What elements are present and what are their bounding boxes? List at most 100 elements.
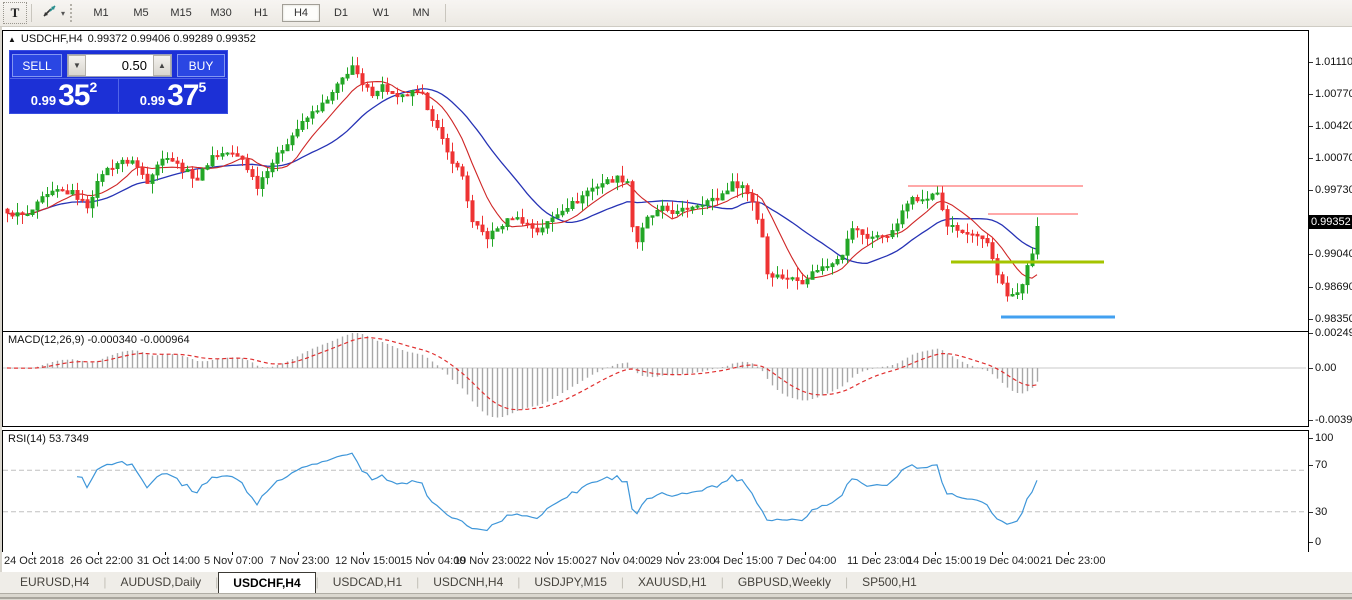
axis-tick bbox=[1309, 157, 1313, 159]
tab-eurusd[interactable]: EURUSD,H4 bbox=[20, 575, 90, 589]
tab-separator: | bbox=[416, 575, 420, 589]
date-tick bbox=[678, 552, 679, 555]
date-tick bbox=[482, 552, 483, 555]
tab-usdjpy[interactable]: USDJPY,M15 bbox=[534, 575, 607, 589]
date-tick bbox=[1068, 552, 1069, 555]
rsi-label: RSI(14) 53.7349 bbox=[8, 433, 89, 445]
date-tick bbox=[363, 552, 364, 555]
timeframe-button-mn[interactable]: MN bbox=[412, 7, 430, 19]
volume-input[interactable]: 0.50 bbox=[86, 55, 153, 76]
date-tick bbox=[1002, 552, 1003, 555]
axis-tick bbox=[1309, 541, 1313, 543]
timeframe-button-m30[interactable]: M30 bbox=[210, 7, 232, 19]
axis-tick bbox=[1309, 464, 1313, 466]
date-label: 19 Nov 23:00 bbox=[454, 555, 520, 567]
window-bottom-edge bbox=[0, 597, 1352, 599]
axis-label: 1.00420 bbox=[1309, 120, 1352, 132]
tab-usdchf[interactable]: USDCHF,H4 bbox=[218, 572, 316, 593]
timeframe-button-m1[interactable]: M1 bbox=[93, 7, 109, 19]
axis-label-text: 0.002492 bbox=[1315, 327, 1352, 339]
timeframe-buttons: M1 M5 M15 M30 H1 H4 D1 W1 MN bbox=[81, 4, 441, 22]
axis-label: 70 bbox=[1309, 459, 1327, 471]
axis-label-text: 0.98690 bbox=[1315, 281, 1352, 293]
tab-gbpusd[interactable]: GBPUSD,Weekly bbox=[737, 575, 831, 589]
timeframe-button-w1[interactable]: W1 bbox=[372, 7, 390, 19]
tab-usdcnh[interactable]: USDCNH,H4 bbox=[433, 575, 504, 589]
axis-label-text: 1.01110 bbox=[1315, 56, 1352, 68]
axis-label-text: 0 bbox=[1315, 536, 1322, 548]
date-tick bbox=[935, 552, 936, 555]
tab-audusd[interactable]: AUDUSD,Daily bbox=[120, 575, 202, 589]
rsi-chart[interactable] bbox=[3, 431, 1306, 551]
date-tick bbox=[428, 552, 429, 555]
cursor-tool-button[interactable]: ▾ bbox=[39, 3, 68, 23]
axis-label-text: 1.00770 bbox=[1315, 88, 1352, 100]
axis-label-text: 70 bbox=[1315, 459, 1328, 471]
axis-label: 0.99730 bbox=[1309, 184, 1352, 196]
timeframe-button-m5[interactable]: M5 bbox=[133, 7, 149, 19]
date-axis[interactable]: 24 Oct 2018 26 Oct 22:00 31 Oct 14:00 5 Nov… bbox=[2, 552, 1309, 572]
buy-button[interactable]: BUY bbox=[177, 54, 225, 77]
tab-separator: | bbox=[103, 575, 107, 589]
window-left-edge bbox=[0, 27, 2, 572]
axis-label: 0.002492 bbox=[1309, 327, 1352, 339]
date-label: 12 Nov 15:00 bbox=[335, 555, 401, 567]
axis-label: 0 bbox=[1309, 536, 1321, 548]
axis-label: 1.00070 bbox=[1309, 152, 1352, 164]
date-label: 4 Dec 15:00 bbox=[714, 555, 774, 567]
axis-label: 1.01110 bbox=[1309, 56, 1352, 68]
date-label: 5 Nov 07:00 bbox=[204, 555, 264, 567]
price-axis[interactable]: 1.01110 1.00770 1.00420 1.00070 0.99730 0.990… bbox=[1309, 27, 1352, 552]
volume-decrease-button[interactable]: ▼ bbox=[68, 55, 86, 76]
candlestick-chart[interactable] bbox=[3, 31, 1306, 329]
date-label: 22 Nov 15:00 bbox=[519, 555, 585, 567]
tab-separator: | bbox=[620, 575, 624, 589]
axis-tick bbox=[1309, 367, 1313, 369]
tab-xauusd[interactable]: XAUUSD,H1 bbox=[638, 575, 707, 589]
date-tick bbox=[742, 552, 743, 555]
macd-chart[interactable] bbox=[3, 332, 1306, 424]
toolbar-separator bbox=[445, 4, 447, 22]
tab-separator: | bbox=[315, 575, 319, 589]
axis-label-text: 30 bbox=[1315, 506, 1328, 518]
date-tick bbox=[613, 552, 614, 555]
date-tick bbox=[232, 552, 233, 555]
timeframe-button-h4[interactable]: H4 bbox=[282, 4, 321, 22]
tab-sp500[interactable]: SP500,H1 bbox=[862, 575, 917, 589]
axis-label-text: -0.003913 bbox=[1315, 414, 1352, 426]
toolbar: T ▾ M1 M5 M15 M30 H1 H4 D1 W1 MN bbox=[0, 0, 1352, 27]
date-label: 26 Oct 22:00 bbox=[70, 555, 133, 567]
one-click-trade-panel: SELL ▼ 0.50 ▲ BUY 0.99 35 2 0.99 37 5 bbox=[9, 50, 228, 114]
timeframe-button-d1[interactable]: D1 bbox=[333, 7, 349, 19]
buy-price-pip: 5 bbox=[198, 79, 207, 95]
axis-label: 0.98350 bbox=[1309, 313, 1352, 325]
rsi-panel: RSI(14) 53.7349 bbox=[2, 430, 1309, 554]
text-tool-button[interactable]: T bbox=[3, 2, 27, 24]
tab-bar-strip bbox=[0, 593, 1352, 600]
sell-price[interactable]: 0.99 35 2 bbox=[10, 79, 119, 112]
crosshair-arrows-icon bbox=[42, 4, 58, 23]
axis-label: 30 bbox=[1309, 506, 1327, 518]
axis-tick bbox=[1309, 189, 1313, 191]
buy-price[interactable]: 0.99 37 5 bbox=[119, 79, 227, 112]
axis-label-text: 0.00 bbox=[1315, 362, 1337, 374]
timeframe-button-h1[interactable]: H1 bbox=[253, 7, 269, 19]
axis-tick bbox=[1309, 511, 1313, 513]
main-chart-panel: ▲ USDCHF,H4 0.99372 0.99406 0.99289 0.99… bbox=[2, 30, 1309, 332]
axis-tick bbox=[1309, 125, 1313, 127]
axis-tick bbox=[1309, 332, 1313, 334]
collapse-triangle-icon[interactable]: ▲ bbox=[8, 34, 16, 44]
axis-tick bbox=[1309, 437, 1313, 439]
macd-panel: MACD(12,26,9) -0.000340 -0.000964 bbox=[2, 331, 1309, 427]
tab-usdcad[interactable]: USDCAD,H1 bbox=[332, 575, 403, 589]
date-tick bbox=[875, 552, 876, 555]
date-tick bbox=[298, 552, 299, 555]
tab-separator: | bbox=[720, 575, 724, 589]
sell-button[interactable]: SELL bbox=[12, 54, 62, 77]
symbol-period-label: USDCHF,H4 bbox=[20, 33, 83, 45]
axis-label-text: 100 bbox=[1315, 432, 1334, 444]
timeframe-button-m15[interactable]: M15 bbox=[170, 7, 192, 19]
volume-increase-button[interactable]: ▲ bbox=[153, 55, 171, 76]
axis-label-text: 0.99040 bbox=[1315, 248, 1352, 260]
axis-label: -0.003913 bbox=[1309, 414, 1352, 426]
